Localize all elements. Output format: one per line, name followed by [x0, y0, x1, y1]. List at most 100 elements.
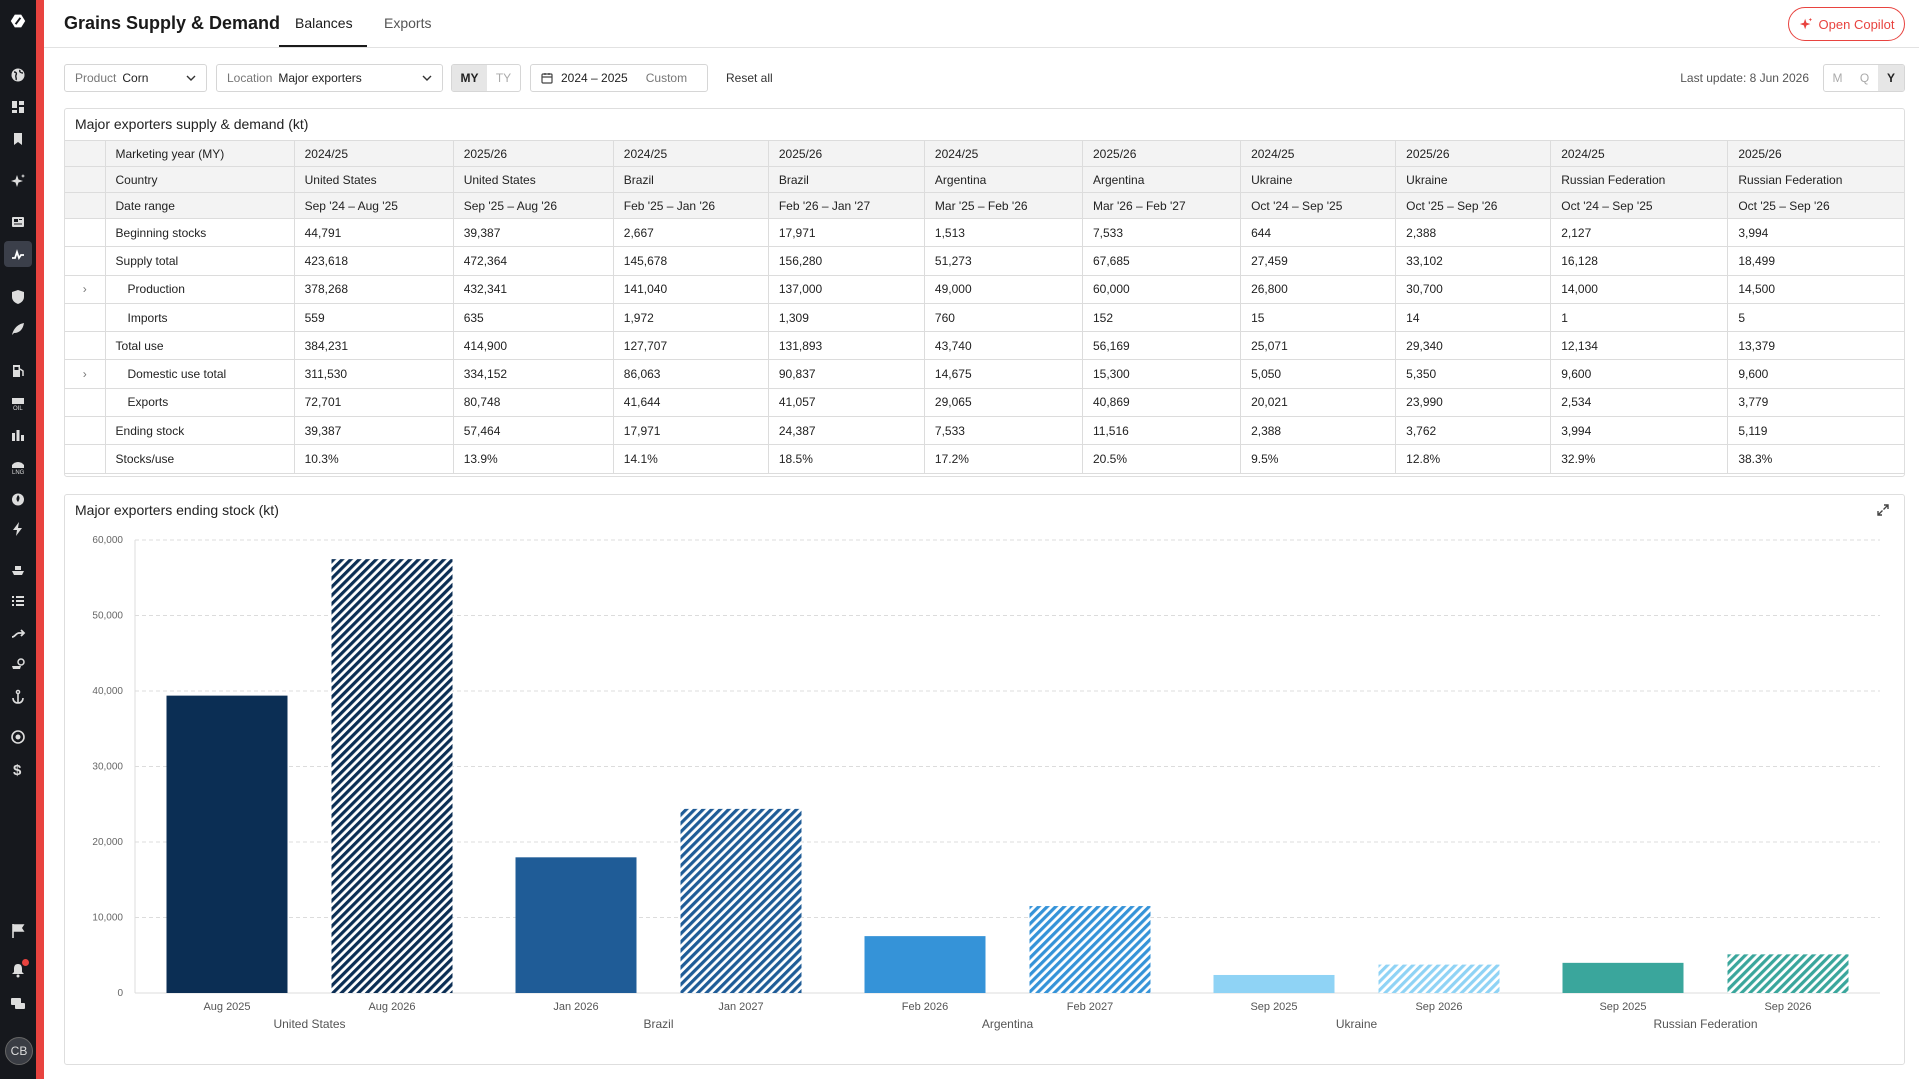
expand-row-icon[interactable]: ›	[82, 282, 87, 297]
chart-title: Major exporters ending stock (kt)	[75, 502, 279, 518]
expand-row-icon[interactable]: ›	[82, 367, 87, 382]
date-range-custom[interactable]: Custom	[645, 71, 688, 85]
fuel-icon[interactable]	[9, 362, 27, 380]
dashboard-icon[interactable]	[9, 98, 27, 116]
anchor-icon[interactable]	[9, 688, 27, 706]
supply-demand-icon[interactable]	[4, 241, 32, 267]
page-title: Grains Supply & Demand	[64, 13, 281, 33]
bar[interactable]	[1029, 906, 1151, 993]
table-header-row: Marketing year (MY) 2024/25 2025/26 2024/25…	[65, 140, 1904, 167]
table-cell: 41,057	[768, 388, 925, 418]
oil-icon[interactable]: OIL	[9, 394, 27, 412]
product-value: Corn	[122, 71, 149, 85]
granularity-m[interactable]: M	[1832, 71, 1843, 85]
bar[interactable]	[864, 936, 986, 993]
lng-icon[interactable]: LNG	[9, 458, 27, 476]
chat-icon[interactable]	[9, 995, 27, 1013]
bar[interactable]	[1562, 962, 1684, 993]
location-select[interactable]: Location Major exporters	[216, 64, 443, 92]
y-tick-label: 10,000	[92, 913, 123, 924]
radar-icon[interactable]	[9, 728, 27, 746]
table-gutter-cell	[65, 192, 106, 219]
table-header-cell: Feb '26 – Jan '27	[768, 192, 925, 219]
sidebar-accent	[36, 0, 44, 1079]
table-gutter-cell	[65, 444, 106, 474]
dollar-icon[interactable]: $	[9, 760, 27, 778]
list-icon[interactable]	[9, 592, 27, 610]
granularity-y[interactable]: Y	[1878, 65, 1904, 91]
tab-balances[interactable]: Balances	[295, 15, 353, 31]
date-range-picker[interactable]: 2024 – 2025 Custom	[530, 64, 708, 92]
granularity-q[interactable]: Q	[1859, 71, 1870, 85]
svg-text:$: $	[13, 762, 22, 777]
news-icon[interactable]	[9, 213, 27, 231]
open-copilot-label: Open Copilot	[1818, 16, 1895, 32]
table-cell: 384,231	[294, 331, 454, 361]
table-header-cell: Brazil	[613, 166, 769, 193]
table-cell: 5,050	[1240, 359, 1397, 389]
year-type-ty[interactable]: TY	[495, 71, 512, 85]
globe-icon[interactable]	[9, 66, 27, 84]
table-cell: 60,000	[1082, 275, 1242, 304]
table-header-cell: 2024/25	[924, 140, 1084, 167]
table-header-cell: 2025/26	[1082, 140, 1242, 167]
x-tick-label: Jan 2026	[553, 1001, 598, 1013]
product-label: Product	[75, 71, 117, 85]
table-cell: 3,994	[1727, 218, 1904, 248]
table-cell: 39,387	[294, 416, 454, 446]
table-gutter-cell	[65, 331, 106, 361]
sparkle-icon[interactable]	[9, 172, 27, 190]
bar[interactable]	[331, 559, 453, 993]
power-icon[interactable]	[9, 520, 27, 538]
x-group-label: Ukraine	[1336, 1017, 1378, 1031]
table-gutter-cell	[65, 303, 106, 333]
refinery-icon[interactable]	[9, 426, 27, 444]
bell-icon[interactable]	[9, 959, 29, 979]
granularity-toggle: M Q Y	[1823, 64, 1905, 92]
table-cell: 12.8%	[1395, 444, 1552, 474]
table-header-cell: Oct '24 – Sep '25	[1240, 192, 1397, 219]
table-gutter-cell[interactable]: ›	[65, 275, 106, 304]
last-update-text: Last update: 8 Jun 2026	[1680, 71, 1809, 85]
logo-icon[interactable]	[8, 11, 28, 31]
chevron-down-icon	[422, 75, 432, 81]
x-tick-label: Sep 2025	[1250, 1001, 1297, 1013]
user-avatar[interactable]: CB	[5, 1037, 33, 1065]
table-row: Stocks/use 10.3% 13.9% 14.1% 18.5% 17.2% 20.5%…	[65, 444, 1904, 474]
tab-exports[interactable]: Exports	[384, 15, 432, 31]
bar[interactable]	[1378, 964, 1500, 993]
table-cell: 27,459	[1240, 246, 1397, 276]
bar[interactable]	[680, 808, 802, 993]
year-type-my[interactable]: MY	[452, 65, 487, 91]
flame-icon[interactable]	[9, 490, 27, 508]
table-row: Beginning stocks 44,791 39,387 2,667 17,971 1…	[65, 218, 1904, 248]
leaf-icon[interactable]	[9, 320, 27, 338]
bar[interactable]	[1727, 954, 1849, 993]
vessel-search-icon[interactable]	[9, 656, 27, 674]
reset-all-button[interactable]: Reset all	[726, 71, 773, 85]
bar[interactable]	[1213, 974, 1335, 993]
table-header-cell: Feb '25 – Jan '26	[613, 192, 769, 219]
table-cell: 9,600	[1550, 359, 1729, 389]
shield-icon[interactable]	[9, 288, 27, 306]
open-copilot-button[interactable]: Open Copilot	[1788, 7, 1905, 41]
table-gutter-cell[interactable]: ›	[65, 359, 106, 389]
table-cell: 40,869	[1082, 388, 1242, 418]
x-group-label: Argentina	[982, 1017, 1034, 1031]
trade-flow-icon[interactable]	[9, 624, 27, 642]
table-header-cell: United States	[294, 166, 454, 193]
flag-icon[interactable]	[9, 922, 27, 940]
table-header-cell: 2024/25	[613, 140, 769, 167]
table-cell: 15,300	[1082, 359, 1242, 389]
ship-icon[interactable]	[9, 560, 27, 578]
table-cell: 423,618	[294, 246, 454, 276]
table-cell: 145,678	[613, 246, 769, 276]
table-cell: 2,127	[1550, 218, 1729, 248]
bar[interactable]	[166, 695, 288, 993]
bookmark-icon[interactable]	[9, 130, 27, 148]
bar[interactable]	[515, 857, 637, 993]
expand-icon[interactable]	[1876, 503, 1890, 517]
table-cell: 51,273	[924, 246, 1084, 276]
product-select[interactable]: Product Corn	[64, 64, 207, 92]
table-cell: 414,900	[453, 331, 614, 361]
